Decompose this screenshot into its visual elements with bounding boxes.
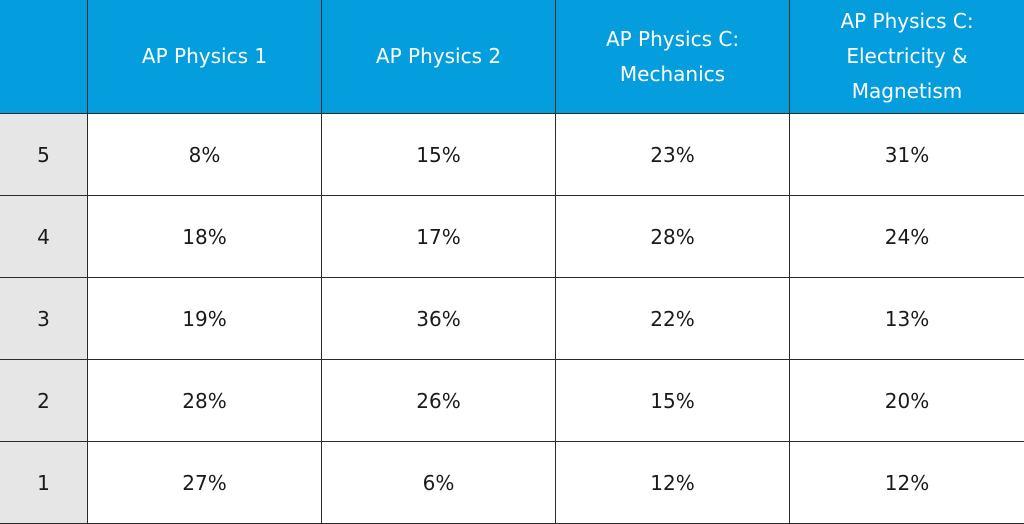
table-cell: 28% <box>556 196 790 278</box>
row-header: 5 <box>0 114 88 196</box>
row-header: 2 <box>0 360 88 442</box>
row-header: 3 <box>0 278 88 360</box>
table-cell: 13% <box>790 278 1024 360</box>
table-cell: 20% <box>790 360 1024 442</box>
row-header: 4 <box>0 196 88 278</box>
table-cell: 17% <box>322 196 556 278</box>
table-cell: 12% <box>556 442 790 524</box>
column-header: AP Physics 2 <box>322 0 556 114</box>
table-cell: 23% <box>556 114 790 196</box>
table-cell: 31% <box>790 114 1024 196</box>
table-cell: 18% <box>88 196 322 278</box>
column-header: AP Physics C: Mechanics <box>556 0 790 114</box>
table-cell: 12% <box>790 442 1024 524</box>
table-cell: 22% <box>556 278 790 360</box>
table-cell: 6% <box>322 442 556 524</box>
column-header: AP Physics 1 <box>88 0 322 114</box>
column-header: AP Physics C: Electricity & Magnetism <box>790 0 1024 114</box>
table-cell: 27% <box>88 442 322 524</box>
table-cell: 24% <box>790 196 1024 278</box>
table-cell: 15% <box>322 114 556 196</box>
table-cell: 26% <box>322 360 556 442</box>
table-cell: 15% <box>556 360 790 442</box>
table-cell: 36% <box>322 278 556 360</box>
row-header: 1 <box>0 442 88 524</box>
table-cell: 8% <box>88 114 322 196</box>
table-cell: 19% <box>88 278 322 360</box>
table-cell: 28% <box>88 360 322 442</box>
corner-cell <box>0 0 88 114</box>
